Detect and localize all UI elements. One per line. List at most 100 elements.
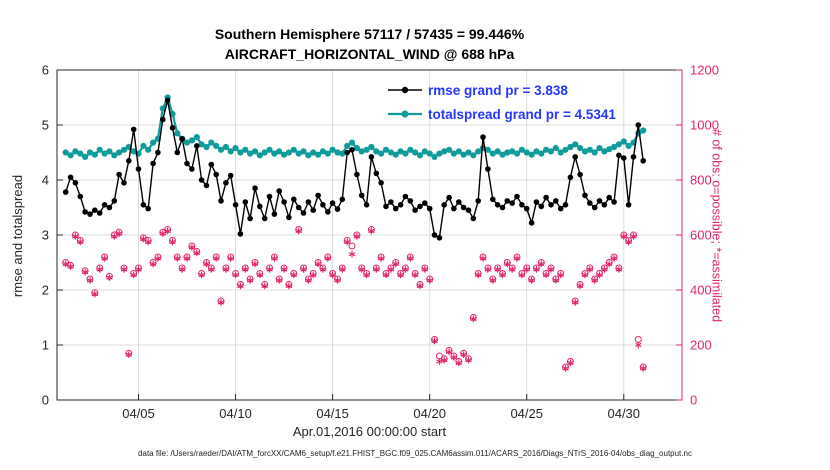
right-tick-label: 1000	[690, 118, 719, 133]
obs-assimilated-marker	[382, 271, 390, 279]
rmse-marker	[587, 200, 593, 206]
rmse-marker	[543, 194, 549, 201]
obs-assimilated-marker	[208, 266, 215, 273]
rmse-marker	[96, 210, 103, 216]
obs-assimilated-marker	[567, 359, 574, 367]
totalspread-marker	[363, 146, 370, 153]
obs-assimilated-marker	[436, 358, 443, 365]
totalspread-marker	[436, 150, 443, 157]
rmse-marker	[349, 147, 355, 153]
obs-assimilated-marker	[280, 266, 288, 273]
obs-assimilated-marker	[125, 351, 133, 358]
totalspread-marker	[552, 145, 559, 152]
obs-assimilated-marker	[305, 277, 312, 284]
totalspread-marker	[198, 141, 205, 148]
obs-assimilated-marker	[479, 255, 487, 262]
x-tick-label: 04/15	[316, 406, 349, 421]
rmse-marker	[194, 143, 200, 149]
legend: rmse grand pr = 3.838 totalspread grand …	[388, 78, 616, 126]
x-tick-label: 04/25	[510, 406, 543, 421]
rmse-marker	[121, 180, 127, 186]
obs-assimilated-marker	[416, 282, 424, 290]
totalspread-marker	[339, 150, 346, 157]
rmse-marker	[494, 202, 501, 208]
obs-assimilated-marker	[324, 255, 331, 262]
obs-assimilated-marker	[572, 299, 579, 306]
obs-assimilated-marker	[285, 282, 293, 290]
totalspread-marker	[450, 150, 457, 157]
totalspread-marker	[533, 148, 540, 155]
obs-assimilated-marker	[115, 230, 123, 237]
left-tick-label: 6	[42, 63, 49, 78]
totalspread-marker	[116, 149, 123, 156]
rmse-marker	[616, 152, 622, 159]
totalspread-marker	[120, 146, 128, 153]
obs-assimilated-marker	[363, 271, 370, 279]
totalspread-marker	[547, 148, 555, 155]
rmse-marker	[145, 205, 151, 212]
obs-assimilated-marker	[319, 266, 327, 273]
rmse-marker	[378, 180, 384, 186]
totalspread-marker	[256, 152, 263, 159]
right-tick-label: 200	[690, 338, 712, 353]
totalspread-marker	[455, 148, 462, 155]
obs-assimilated-marker	[339, 266, 346, 273]
legend-item-totalspread: totalspread grand pr = 4.5341	[388, 102, 616, 126]
rmse-marker	[150, 160, 156, 167]
totalspread-marker	[285, 149, 292, 156]
rmse-marker	[426, 205, 433, 212]
rmse-marker	[62, 189, 69, 195]
rmse-marker	[116, 171, 122, 178]
obs-assimilated-marker	[217, 299, 225, 306]
totalspread-marker	[344, 142, 351, 149]
rmse-marker	[67, 174, 74, 181]
rmse-marker	[388, 199, 394, 205]
totalspread-marker	[426, 150, 433, 157]
totalspread-marker	[334, 149, 341, 156]
obs-assimilated-marker	[242, 266, 249, 273]
rmse-marker	[247, 215, 253, 222]
right-tick-label: 800	[690, 173, 712, 188]
obs-assimilated-marker	[334, 277, 341, 284]
obs-assimilated-marker	[499, 271, 506, 279]
totalspread-marker	[402, 150, 409, 157]
totalspread-marker	[640, 127, 647, 134]
obs-assimilated-marker	[421, 266, 429, 273]
obs-assimilated-marker	[625, 238, 632, 246]
obs-assimilated-marker	[562, 365, 569, 372]
obs-assimilated-marker	[508, 266, 516, 273]
rmse-marker	[407, 198, 414, 204]
rmse-marker	[514, 193, 520, 200]
rmse-marker	[82, 209, 88, 215]
left-tick-label: 2	[42, 283, 49, 298]
obs-assimilated-marker	[615, 266, 623, 273]
totalspread-marker	[470, 152, 477, 159]
totalspread-marker	[159, 105, 166, 112]
rmse-marker	[179, 136, 185, 142]
obs-assimilated-marker	[402, 266, 409, 273]
totalspread-marker	[543, 146, 550, 153]
obs-assimilated-marker	[101, 255, 108, 262]
rmse-marker	[286, 214, 292, 221]
obs-assimilated-marker	[261, 282, 268, 290]
obs-assimilated-marker	[251, 260, 259, 268]
totalspread-marker	[111, 152, 118, 159]
right-tick-label: 400	[690, 283, 712, 298]
totalspread-marker	[130, 148, 137, 155]
obs-assimilated-marker	[358, 266, 365, 273]
obs-assimilated-marker	[533, 266, 540, 273]
rmse-marker	[164, 97, 171, 104]
rmse-marker	[519, 202, 525, 208]
totalspread-marker	[484, 146, 491, 153]
totalspread-marker	[96, 146, 103, 153]
totalspread-marker	[310, 149, 317, 156]
totalspread-marker	[431, 153, 438, 160]
legend-label-totalspread: totalspread grand pr = 4.5341	[428, 106, 616, 122]
obs-assimilated-marker	[232, 271, 239, 279]
rmse-marker	[339, 196, 346, 203]
obs-assimilated-marker	[484, 266, 492, 273]
x-tick-label: 04/10	[219, 406, 252, 421]
rmse-marker	[344, 149, 351, 156]
totalspread-marker	[271, 150, 278, 157]
totalspread-marker	[412, 149, 419, 156]
